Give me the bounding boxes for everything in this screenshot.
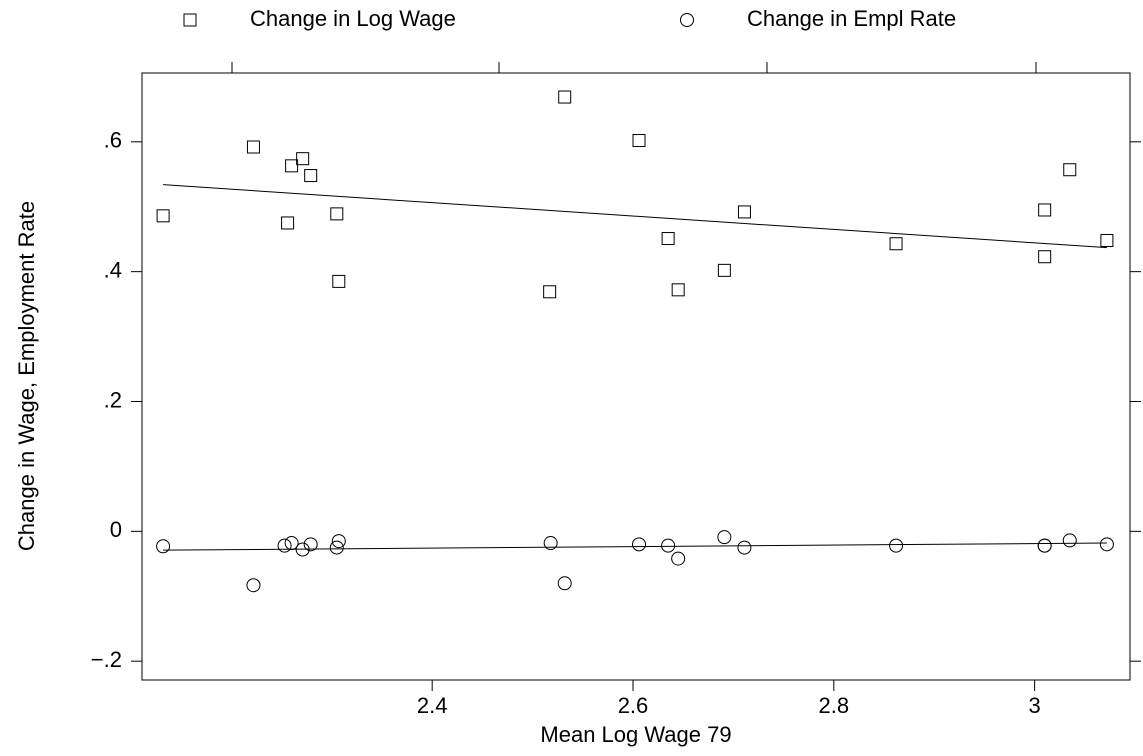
point [632,537,647,552]
point [329,540,344,555]
point [543,285,557,299]
point [304,169,318,183]
x-tick-label: 2.4 [417,693,448,718]
point [661,232,675,246]
point [737,540,752,555]
point [156,209,170,223]
y-tick-label: 0 [110,517,122,542]
point [1037,538,1052,553]
point [543,536,558,551]
point [296,152,310,166]
fit-line [163,184,1107,249]
point [285,159,299,173]
point [330,207,344,221]
x-tick-label: 2.6 [618,693,649,718]
point [295,542,310,557]
point [156,539,171,554]
legend-label: Change in Empl Rate [747,6,956,31]
x-axis-label: Mean Log Wage 79 [540,722,731,747]
legend-symbol [183,13,197,27]
point [557,576,572,591]
y-axis-label: Change in Wage, Employment Rate [14,201,39,551]
point [671,551,686,566]
y-tick-label: .2 [104,387,122,412]
y-tick-label: .4 [104,257,122,282]
point [1100,233,1114,247]
point [737,205,751,219]
point [1062,533,1077,548]
legend-label: Change in Log Wage [250,6,456,31]
point [717,263,731,277]
point [558,90,572,104]
point [332,274,346,288]
point [284,536,299,551]
point [1038,250,1052,264]
legend-symbol [680,13,694,27]
point [303,537,318,552]
point [889,237,903,251]
point [632,134,646,148]
plot-frame [141,72,1131,681]
point [246,578,261,593]
x-tick-label: 3 [1028,693,1040,718]
point [1063,163,1077,177]
point [1038,203,1052,217]
x-tick-label: 2.8 [819,693,850,718]
y-tick-label: .6 [104,128,122,153]
fit-line [163,542,1107,551]
point [331,534,346,549]
point [717,530,732,545]
point [277,538,292,553]
point [281,216,295,230]
point [1099,537,1114,552]
point [246,140,260,154]
point [889,538,904,553]
point [671,283,685,297]
y-tick-label: −.2 [91,647,122,672]
point [661,538,676,553]
